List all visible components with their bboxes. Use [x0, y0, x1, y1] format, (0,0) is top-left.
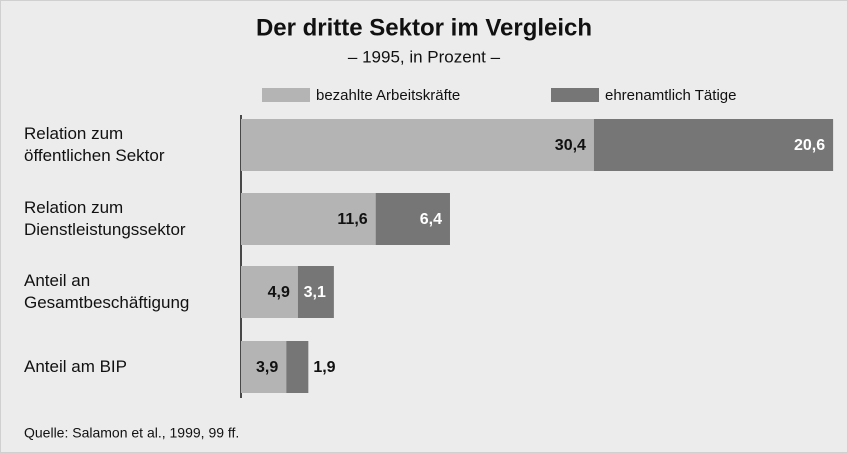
- value-label: 6,4: [420, 211, 442, 228]
- value-label: 3,1: [304, 284, 326, 301]
- value-label: 1,9: [313, 359, 335, 376]
- bar-segment: [241, 193, 376, 245]
- legend-swatch: [262, 88, 310, 102]
- bar-segment: [593, 119, 834, 171]
- source: Quelle: Salamon et al., 1999, 99 ff.: [24, 425, 239, 441]
- chart-title: Der dritte Sektor im Vergleich: [256, 14, 592, 41]
- bar-segment: [241, 119, 594, 171]
- value-label: 3,9: [256, 359, 278, 376]
- category-label: Relation zum Dienstleistungssektor: [24, 198, 186, 239]
- bar-segment: [241, 341, 287, 393]
- legend-swatch: [551, 88, 599, 102]
- bar-segment: [297, 266, 334, 318]
- value-label: 4,9: [268, 284, 290, 301]
- chart-subtitle: – 1995, in Prozent –: [348, 47, 501, 66]
- category-label: Anteil an Gesamtbeschäftigung: [24, 271, 190, 312]
- value-label: 30,4: [555, 137, 586, 154]
- legend-label: bezahlte Arbeitskräfte: [316, 87, 460, 104]
- bar-segment: [241, 266, 298, 318]
- bar-segment: [286, 341, 309, 393]
- category-label: Relation zum öffentlichen Sektor: [24, 124, 165, 165]
- bar-segment: [375, 193, 450, 245]
- category-label: Anteil am BIP: [24, 357, 127, 376]
- value-label: 11,6: [337, 211, 367, 228]
- legend-label: ehrenamtlich Tätige: [605, 87, 736, 104]
- value-label: 20,6: [794, 137, 825, 154]
